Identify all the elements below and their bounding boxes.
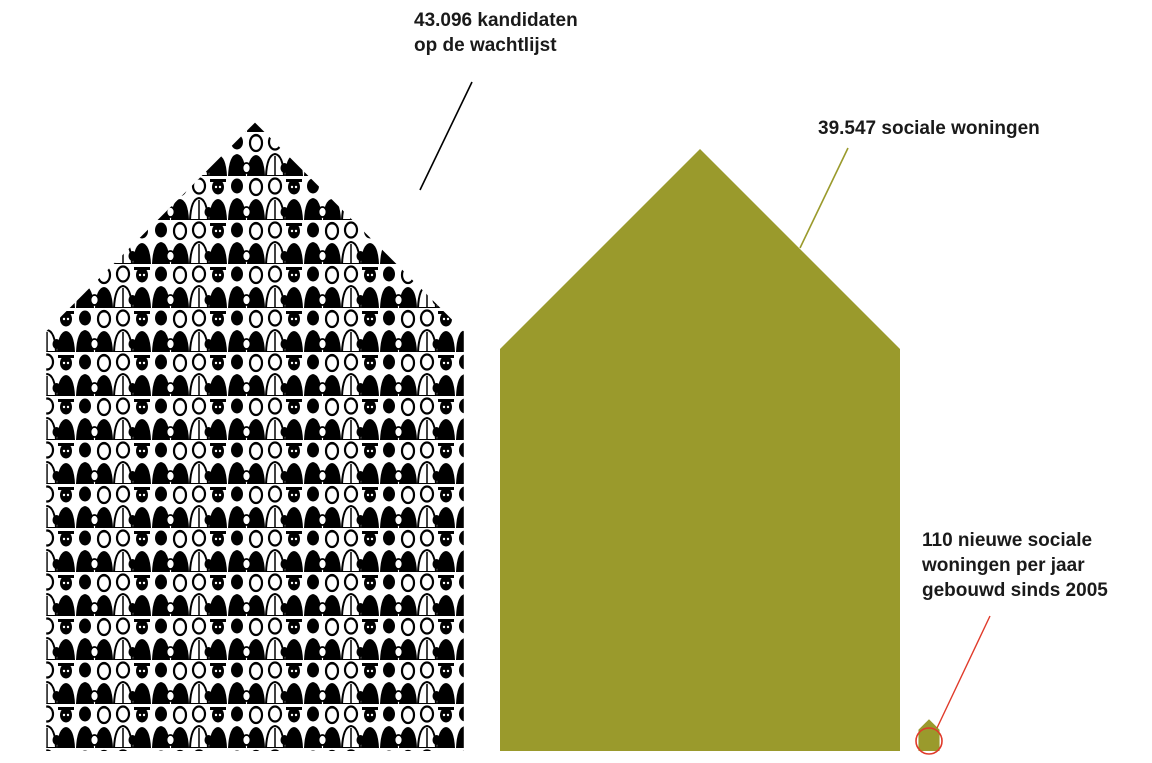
social-housing-label-line-1: 39.547 sociale woningen bbox=[818, 118, 1040, 139]
social-housing-leader-line bbox=[799, 147, 849, 249]
new-housing-house bbox=[918, 719, 940, 751]
new-housing-label-line-2: woningen per jaar bbox=[922, 555, 1085, 576]
new-housing-marker-circle bbox=[915, 727, 943, 755]
new-housing-label-line-3: gebouwd sinds 2005 bbox=[922, 580, 1108, 601]
waitlist-label-line-2: op de wachtlijst bbox=[414, 35, 557, 56]
new-housing-label: 110 nieuwe sociale woningen per jaar geb… bbox=[922, 528, 1108, 603]
waitlist-label: 43.096 kandidaten op de wachtlijst bbox=[414, 8, 578, 58]
waitlist-leader-line bbox=[419, 81, 473, 191]
social-housing-house bbox=[500, 149, 900, 751]
waitlist-label-line-1: 43.096 kandidaten bbox=[414, 10, 578, 31]
waitlist-house bbox=[46, 122, 464, 752]
new-housing-label-line-1: 110 nieuwe sociale bbox=[922, 530, 1093, 551]
social-housing-label: 39.547 sociale woningen bbox=[818, 116, 1040, 141]
new-housing-leader-line bbox=[936, 615, 991, 729]
